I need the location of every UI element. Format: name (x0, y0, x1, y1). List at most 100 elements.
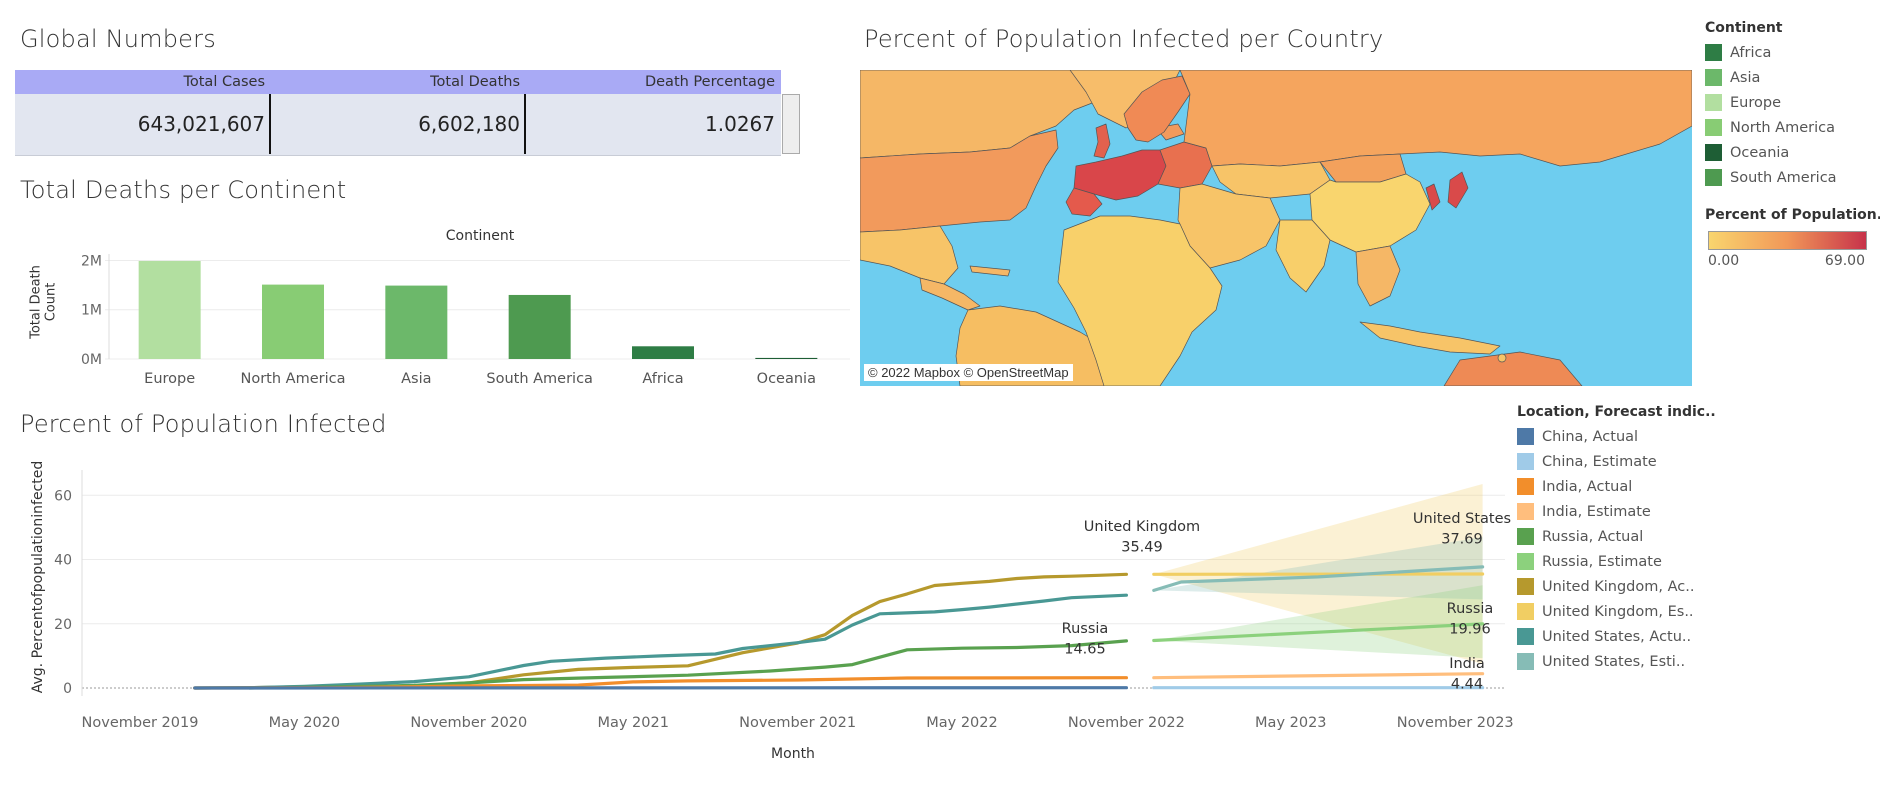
continent-legend-title: Continent (1705, 20, 1783, 36)
legend-swatch (1517, 653, 1534, 670)
location-legend-item-russia-estimate[interactable]: Russia, Estimate (1517, 549, 1717, 574)
legend-label: South America (1730, 169, 1837, 186)
legend-label: Africa (1730, 44, 1772, 61)
continent-legend-item-north-america[interactable]: North America (1705, 115, 1875, 140)
map-title: Percent of Population Infected per Count… (864, 25, 1384, 53)
color-scale-title: Percent of Population.. (1705, 207, 1880, 223)
india-shape (1275, 219, 1331, 293)
series-line-russia-estimate (1152, 622, 1485, 643)
central-america-shape (919, 277, 981, 311)
line-x-tick-label: May 2023 (1255, 715, 1327, 731)
legend-label: India, Estimate (1542, 503, 1651, 520)
bar-x-axis-title: Continent (446, 228, 515, 244)
bar-south-america (508, 294, 571, 359)
series-line-united-kingdom-actual (193, 572, 1128, 690)
line-y-tick-label: 40 (54, 553, 72, 569)
continent-legend-item-oceania[interactable]: Oceania (1705, 140, 1875, 165)
infected-line-chart: 0 20 40 60 Avg. Percentofpopulationinfected M… (30, 461, 1514, 762)
cell-divider (269, 94, 271, 154)
legend-swatch (1517, 428, 1534, 445)
bar-europe (138, 260, 201, 359)
bar-africa (632, 346, 694, 359)
legend-swatch (1517, 478, 1534, 495)
location-legend: Location, Forecast indic.. China, Actual… (1517, 404, 1717, 674)
eastern-europe-shape (1157, 141, 1213, 189)
line-y-axis-title: Avg. Percentofpopulationinfected (30, 461, 46, 694)
series-line-russia-actual (248, 639, 1128, 690)
line-x-tick-label: May 2022 (926, 715, 998, 731)
legend-label: China, Estimate (1542, 453, 1657, 470)
bar-y-axis-title: Total DeathCount (28, 265, 58, 340)
legend-label: Russia, Actual (1542, 528, 1644, 545)
location-legend-item-china-actual[interactable]: China, Actual (1517, 424, 1717, 449)
legend-swatch (1517, 528, 1534, 545)
bar-category-label: Africa (642, 371, 683, 387)
location-legend-item-india-estimate[interactable]: India, Estimate (1517, 499, 1717, 524)
location-legend-item-china-estimate[interactable]: China, Estimate (1517, 449, 1717, 474)
header-total-deaths: Total Deaths (430, 74, 520, 90)
continent-legend-item-africa[interactable]: Africa (1705, 40, 1875, 65)
value-death-percentage: 1.0267 (705, 112, 775, 136)
legend-label: Oceania (1730, 144, 1790, 161)
location-legend-item-united-states-esti[interactable]: United States, Esti.. (1517, 649, 1717, 674)
bar-y-tick-label: 1M (81, 303, 102, 319)
legend-swatch (1517, 578, 1534, 595)
island-shape (1497, 353, 1507, 363)
bar-north-america (262, 284, 324, 359)
series-line-united-states-estimate (1152, 565, 1485, 592)
southeast-asia-shape (1355, 245, 1401, 307)
annotation-russia: Russia 19.96 (1447, 601, 1494, 637)
legend-label: Russia, Estimate (1542, 553, 1662, 570)
table-value-row (15, 94, 781, 156)
bar-category-label: Europe (144, 371, 195, 387)
continent-legend-item-south-america[interactable]: South America (1705, 165, 1875, 190)
line-y-tick-label: 60 (54, 488, 72, 504)
value-total-cases: 643,021,607 (137, 112, 265, 136)
line-x-tick-label: May 2020 (269, 715, 341, 731)
map-credit: © 2022 Mapbox © OpenStreetMap (864, 364, 1073, 381)
russia-shape (1179, 70, 1692, 167)
legend-label: United Kingdom, Ac.. (1542, 578, 1695, 595)
location-legend-item-india-actual[interactable]: India, Actual (1517, 474, 1717, 499)
location-legend-item-united-kingdom-es[interactable]: United Kingdom, Es.. (1517, 599, 1717, 624)
bar-category-label: Oceania (757, 371, 816, 387)
cell-divider (524, 94, 526, 154)
legend-swatch (1517, 553, 1534, 570)
continent-legend-item-europe[interactable]: Europe (1705, 90, 1875, 115)
legend-swatch (1517, 628, 1534, 645)
location-legend-item-united-kingdom-ac[interactable]: United Kingdom, Ac.. (1517, 574, 1717, 599)
legend-label: India, Actual (1542, 478, 1633, 495)
legend-swatch (1517, 603, 1534, 620)
line-x-tick-label: November 2023 (1397, 715, 1514, 731)
location-legend-item-russia-actual[interactable]: Russia, Actual (1517, 524, 1717, 549)
uk-shape (1093, 123, 1111, 159)
global-numbers-table: Total Cases Total Deaths Death Percentag… (15, 70, 800, 156)
line-x-tick-label: November 2019 (82, 715, 199, 731)
bar-y-tick-label: 0M (81, 352, 102, 368)
color-scale-max: 69.00 (1824, 253, 1865, 269)
scandinavia-shape (1123, 75, 1191, 143)
mexico-shape (860, 225, 959, 285)
continent-legend-item-asia[interactable]: Asia (1705, 65, 1875, 90)
legend-label: Europe (1730, 94, 1781, 111)
line-x-tick-label: November 2020 (410, 715, 527, 731)
legend-swatch (1705, 44, 1722, 61)
legend-label: China, Actual (1542, 428, 1639, 445)
legend-label: United Kingdom, Es.. (1542, 603, 1694, 620)
line-y-tick-label: 20 (54, 617, 72, 633)
bar-category-label: Asia (401, 371, 431, 387)
legend-label: United States, Esti.. (1542, 653, 1686, 670)
location-legend-item-united-states-actu[interactable]: United States, Actu.. (1517, 624, 1717, 649)
australia-shape (1443, 351, 1583, 386)
color-scale-legend: Percent of Population.. 0.00 69.00 (1705, 207, 1880, 273)
line-y-tick-label: 0 (63, 681, 72, 697)
deaths-per-continent-title: Total Deaths per Continent (20, 176, 347, 204)
line-x-axis-title: Month (771, 746, 815, 762)
global-numbers-title: Global Numbers (20, 25, 216, 53)
bar-category-label: South America (486, 371, 593, 387)
legend-swatch (1705, 69, 1722, 86)
legend-label: Asia (1730, 69, 1761, 86)
table-scrollbar[interactable] (782, 94, 800, 154)
bar-y-tick-label: 2M (81, 253, 102, 269)
world-map[interactable] (860, 70, 1692, 386)
